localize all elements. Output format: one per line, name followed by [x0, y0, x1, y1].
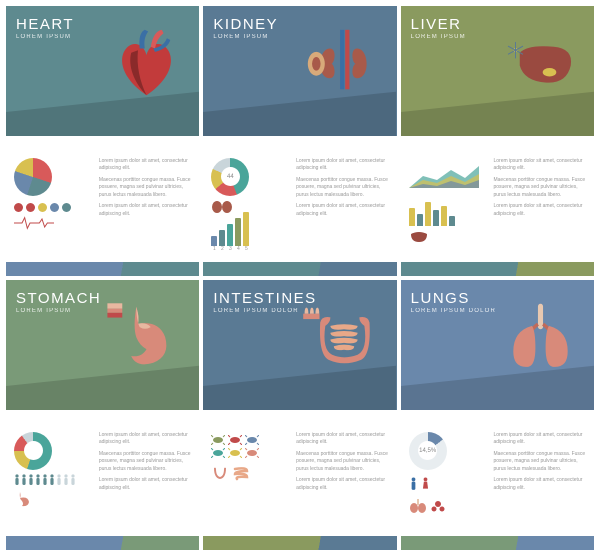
- intestines-footer: [203, 536, 396, 550]
- liver-footer: [401, 262, 594, 276]
- heart-charts: [14, 158, 93, 270]
- liver-icon: [409, 230, 429, 244]
- lungs-charts: 14,5%: [409, 432, 488, 544]
- lungs-icon: [409, 498, 427, 514]
- colon-icon: [211, 465, 229, 481]
- lungs-footer: [401, 536, 594, 550]
- heart-stage-dots: [14, 203, 71, 212]
- lungs-donut-chart: 14,5%: [409, 432, 447, 470]
- lungs-organ-illustration: [498, 297, 583, 382]
- kidney-step-bars: 12345: [211, 222, 249, 252]
- heart-text: Lorem ipsum dolor sit amet, consectetur …: [99, 158, 192, 270]
- stomach-icon: [14, 490, 32, 508]
- liver-organ-illustration: [496, 23, 586, 108]
- kidney-donut-value: 44: [221, 167, 240, 186]
- stomach-wall-cross-icon: [107, 303, 122, 317]
- kidney-pair-icon: [211, 200, 233, 214]
- small-intestine-icon: [232, 465, 250, 481]
- intestines-charts: [211, 432, 290, 544]
- heart-organ-illustration: [104, 23, 189, 108]
- stomach-donut-chart: [14, 432, 52, 470]
- liver-charts: [409, 158, 488, 270]
- bacteria-icons: [211, 435, 271, 458]
- ekg-icon: [14, 216, 54, 230]
- kidney-text: Lorem ipsum dolor sit amet, consectetur …: [296, 158, 389, 270]
- stomach-text: Lorem ipsum dolor sit amet, consectetur …: [99, 432, 192, 544]
- villi-cross-icon: [303, 307, 319, 318]
- stomach-footer: [6, 536, 199, 550]
- kidney-donut-chart: 44: [211, 158, 249, 196]
- liver-text: Lorem ipsum dolor sit amet, consectetur …: [493, 158, 586, 270]
- card-heart: HEART LOREM IPSUM Lorem ipsum dolor sit …: [6, 6, 199, 276]
- kidney-charts: 44 12345: [211, 158, 290, 270]
- card-stomach: STOMACH LOREM IPSUM Lorem ipsum dolor si…: [6, 280, 199, 550]
- card-intestines: INTESTINES LOREM IPSUM DOLOR: [203, 280, 396, 550]
- intestines-text: Lorem ipsum dolor sit amet, consectetur …: [296, 432, 389, 544]
- heart-footer: [6, 262, 199, 276]
- gender-icons: [409, 477, 430, 491]
- card-kidney: KIDNEY LOREM IPSUM 4412345 Lorem ipsum d…: [203, 6, 396, 276]
- alveoli-icon: [430, 498, 446, 514]
- card-liver: LIVER LOREM IPSUM Lorem ip: [401, 6, 594, 276]
- kidney-organ-illustration: [301, 23, 386, 108]
- card-lungs: LUNGS LOREM IPSUM DOLOR 14,5% Lorem ipsu…: [401, 280, 594, 550]
- intestines-organ-illustration: [299, 297, 389, 382]
- kidney-footer: [203, 262, 396, 276]
- heart-pie-chart: [14, 158, 52, 196]
- people-pictograms: [14, 474, 76, 486]
- lungs-text: Lorem ipsum dolor sit amet, consectetur …: [493, 432, 586, 544]
- liver-area-chart: [409, 158, 479, 188]
- liver-bars: [409, 196, 455, 226]
- stomach-organ-illustration: [104, 294, 189, 384]
- lungs-donut-value: 14,5%: [418, 441, 437, 460]
- stomach-charts: [14, 432, 93, 544]
